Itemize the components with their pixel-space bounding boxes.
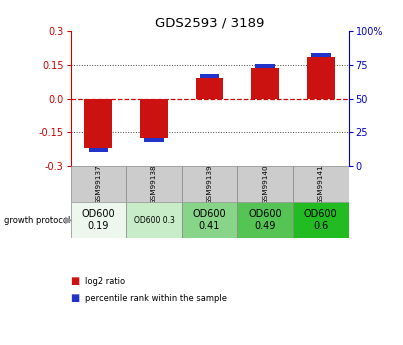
Bar xyxy=(182,202,237,238)
Bar xyxy=(71,202,126,238)
Text: OD600
0.49: OD600 0.49 xyxy=(248,209,282,231)
Text: ▶: ▶ xyxy=(65,215,73,225)
Bar xyxy=(144,138,164,142)
Text: log2 ratio: log2 ratio xyxy=(85,277,125,286)
Bar xyxy=(126,202,182,238)
Text: ■: ■ xyxy=(71,276,80,286)
Bar xyxy=(84,99,112,148)
Bar xyxy=(89,148,108,152)
Text: percentile rank within the sample: percentile rank within the sample xyxy=(85,294,226,303)
Bar xyxy=(126,166,182,202)
Text: growth protocol: growth protocol xyxy=(4,216,71,225)
Text: ■: ■ xyxy=(71,294,80,303)
Text: GSM99139: GSM99139 xyxy=(207,164,212,204)
Bar xyxy=(140,99,168,138)
Bar xyxy=(311,53,330,57)
Text: GSM99140: GSM99140 xyxy=(262,164,268,204)
Bar xyxy=(71,166,126,202)
Text: OD600
0.41: OD600 0.41 xyxy=(193,209,226,231)
Bar xyxy=(182,166,237,202)
Bar xyxy=(293,202,349,238)
Bar xyxy=(293,166,349,202)
Text: GSM99138: GSM99138 xyxy=(151,164,157,204)
Title: GDS2593 / 3189: GDS2593 / 3189 xyxy=(155,17,264,30)
Bar xyxy=(237,202,293,238)
Bar xyxy=(237,166,293,202)
Text: OD600
0.19: OD600 0.19 xyxy=(81,209,115,231)
Bar xyxy=(256,64,275,68)
Bar xyxy=(307,57,334,99)
Text: OD600 0.3: OD600 0.3 xyxy=(133,216,174,225)
Bar xyxy=(251,68,279,99)
Bar xyxy=(196,78,223,99)
Text: OD600
0.6: OD600 0.6 xyxy=(304,209,338,231)
Text: GSM99141: GSM99141 xyxy=(318,164,324,204)
Text: GSM99137: GSM99137 xyxy=(96,164,101,204)
Bar xyxy=(200,74,219,78)
